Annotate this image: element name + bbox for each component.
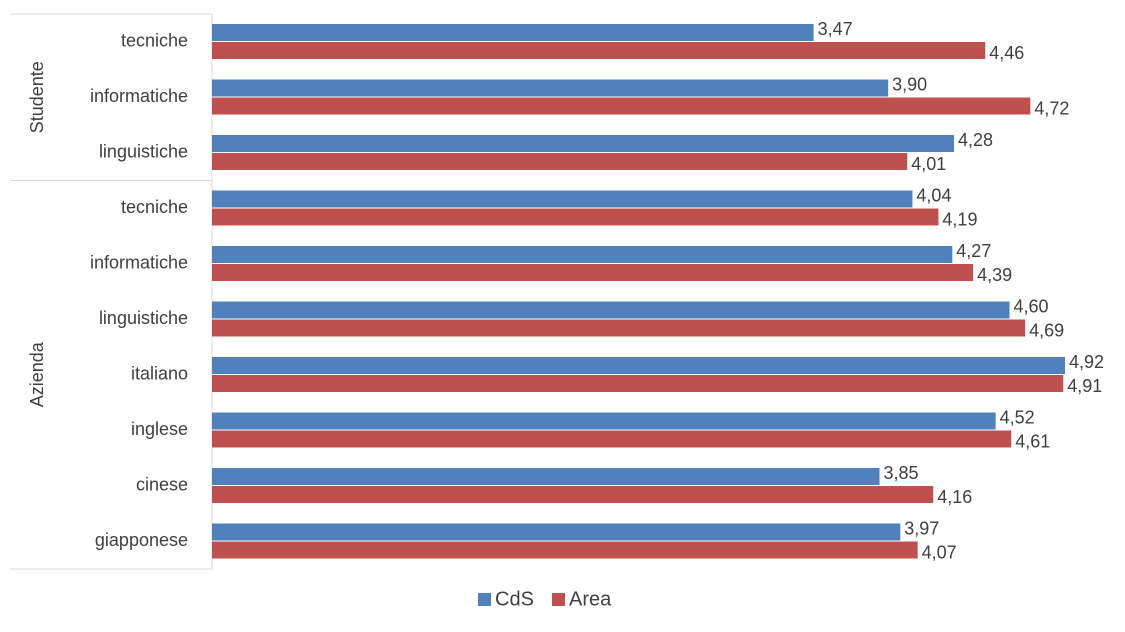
value-label-area: 4,07 [922, 542, 957, 562]
bar-area [212, 42, 986, 59]
value-label-area: 4,61 [1015, 431, 1050, 451]
category-label: tecniche [121, 31, 188, 51]
group-label-studente: Studente [27, 61, 47, 133]
bar-area [212, 375, 1064, 392]
value-label-cds: 4,28 [958, 130, 993, 150]
legend-swatch-area [552, 593, 565, 606]
bar-cds [212, 24, 814, 41]
group-label-azienda: Azienda [27, 341, 47, 407]
value-label-cds: 4,60 [1014, 296, 1049, 316]
value-label-area: 4,01 [911, 154, 946, 174]
bar-cds [212, 412, 996, 430]
bar-cds [212, 357, 1065, 374]
bar-area [212, 153, 908, 170]
category-label: inglese [131, 419, 188, 439]
bar-cds [212, 135, 955, 152]
value-label-area: 4,16 [937, 487, 972, 507]
bar-cds [212, 301, 1010, 319]
category-label: informatiche [90, 86, 188, 106]
bar-area [212, 264, 974, 281]
bar-area [212, 319, 1026, 337]
bar-area [212, 541, 918, 559]
category-label: linguistiche [99, 142, 188, 162]
legend-swatch-cds [478, 593, 491, 606]
value-label-cds: 4,52 [1000, 407, 1035, 427]
category-label: cinese [136, 475, 188, 495]
value-label-cds: 3,90 [892, 74, 927, 94]
value-label-cds: 3,97 [904, 518, 939, 538]
value-label-cds: 3,85 [883, 463, 918, 483]
value-label-area: 4,19 [942, 209, 977, 229]
bar-cds [212, 246, 953, 263]
value-label-cds: 4,92 [1069, 352, 1104, 372]
value-label-cds: 3,47 [818, 19, 853, 39]
bar-cds [212, 468, 880, 485]
value-label-area: 4,69 [1029, 320, 1064, 340]
bar-area [212, 486, 934, 503]
bar-cds [212, 190, 913, 208]
value-label-area: 4,46 [989, 43, 1024, 63]
category-label: linguistiche [99, 308, 188, 328]
legend-label-area: Area [569, 588, 612, 610]
bar-area [212, 97, 1031, 115]
value-label-area: 4,39 [977, 265, 1012, 285]
bar-area [212, 208, 939, 226]
category-label: giapponese [95, 530, 188, 550]
value-label-area: 4,91 [1067, 376, 1102, 396]
value-label-cds: 4,27 [956, 241, 991, 261]
value-label-area: 4,72 [1034, 98, 1069, 118]
category-label: italiano [131, 364, 188, 384]
value-label-cds: 4,04 [916, 185, 951, 205]
category-label: informatiche [90, 253, 188, 273]
bar-area [212, 430, 1012, 448]
bar-cds [212, 79, 889, 97]
legend-label-cds: CdS [495, 588, 534, 610]
bar-cds [212, 523, 901, 541]
category-label: tecniche [121, 197, 188, 217]
